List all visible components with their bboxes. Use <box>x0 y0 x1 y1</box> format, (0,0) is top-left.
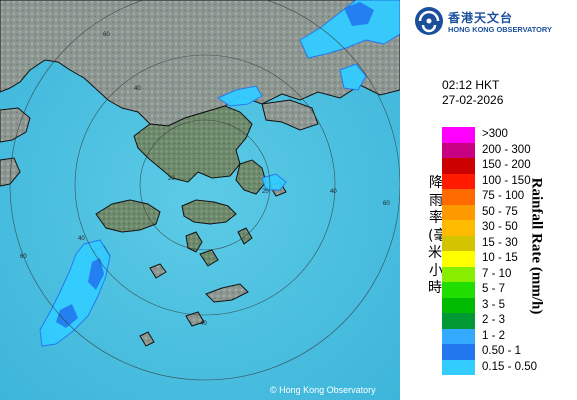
legend-label: 0.50 - 1 <box>482 345 521 357</box>
legend-label: 15 - 30 <box>482 236 518 249</box>
legend-swatch <box>442 297 475 313</box>
ring-label: 40 <box>330 189 337 195</box>
rain-echo-east <box>339 63 367 91</box>
ring-label: 60 <box>20 254 27 260</box>
legend-row: 15 - 30 <box>442 235 567 251</box>
legend-swatch <box>442 313 475 329</box>
legend-swatch <box>442 142 475 158</box>
legend-swatch <box>442 344 475 360</box>
legend-panel: 香港天文台 HONG KONG OBSERVATORY 02:12 HKT 27… <box>400 0 577 400</box>
range-ring-labels: 60 60 40 40 20 20 40 40 60 <box>20 32 390 327</box>
legend-row: 10 - 15 <box>442 251 567 267</box>
radar-map[interactable]: 60 60 40 40 20 20 40 40 60 <box>0 0 400 400</box>
legend-label: >300 <box>482 128 508 140</box>
ring-label: 40 <box>200 321 207 327</box>
legend-row: 150 - 200 <box>442 158 567 174</box>
legend-swatch <box>442 359 475 375</box>
legend-row: 2 - 3 <box>442 313 567 329</box>
legend-swatch <box>442 220 475 236</box>
lema-island <box>185 311 205 327</box>
legend-label: 150 - 200 <box>482 159 531 171</box>
legend-label: 100 - 150 <box>482 174 531 187</box>
copyright-text: © Hong Kong Observatory <box>270 385 376 395</box>
legend-row: >300 <box>442 127 567 143</box>
legend-swatch <box>442 251 475 267</box>
legend-label: 3 - 5 <box>482 298 506 311</box>
legend-swatch <box>442 189 475 205</box>
south-islet <box>139 331 155 347</box>
legend-row: 5 - 7 <box>442 282 567 298</box>
rain-echo-northeast-core <box>344 2 374 26</box>
legend-label: 200 - 300 <box>482 143 531 156</box>
ring-label: 20 <box>262 189 269 195</box>
legend-swatch <box>442 173 475 189</box>
sai-kung-landmass <box>235 159 267 195</box>
legend-label: 75 - 100 <box>482 190 525 202</box>
legend-swatch <box>442 204 475 220</box>
wanshan-island <box>205 283 249 303</box>
legend-row: 7 - 10 <box>442 266 567 282</box>
legend-row: 1 - 2 <box>442 328 567 344</box>
rain-echo-northeast <box>299 0 400 59</box>
dangan-island <box>149 263 167 279</box>
legend-label: 30 - 50 <box>482 221 518 233</box>
rain-echo-southwest-core-2 <box>56 304 78 328</box>
timestamp-date: 27-02-2026 <box>442 93 504 107</box>
logo-chinese-name: 香港天文台 <box>448 11 514 25</box>
ring-label: 40 <box>134 86 141 92</box>
ring-label: 60 <box>103 32 110 38</box>
hong-kong-island <box>181 199 237 225</box>
lamma-south-island <box>199 249 219 267</box>
legend-row: 100 - 150 <box>442 173 567 189</box>
ring-label: 20 <box>168 176 175 182</box>
legend-row: 30 - 50 <box>442 220 567 236</box>
rain-echo-southwest-core <box>88 258 104 290</box>
legend-label: 0.15 - 0.50 <box>482 360 537 373</box>
logo-english-name: HONG KONG OBSERVATORY <box>448 25 552 34</box>
legend-swatch <box>442 282 475 298</box>
legend-label: 7 - 10 <box>482 267 512 280</box>
legend-label: 2 - 3 <box>482 314 506 326</box>
copyright-notice: © Hong Kong Observatory <box>270 385 376 395</box>
legend-swatch <box>442 127 475 143</box>
lamma-island <box>185 231 203 253</box>
hko-emblem-icon <box>415 7 443 35</box>
rainfall-legend: >300 200 - 300 150 - 200 100 - 150 75 - 100 5… <box>442 127 567 375</box>
legend-label: 50 - 75 <box>482 205 518 218</box>
legend-label: 5 - 7 <box>482 283 506 295</box>
legend-swatch <box>442 158 475 174</box>
legend-row: 0.50 - 1 <box>442 344 567 360</box>
ring-label: 60 <box>383 201 390 207</box>
rain-echo-saikung <box>261 173 287 191</box>
rain-echo-north <box>216 85 263 107</box>
new-territories-landmass <box>133 105 253 183</box>
ring-label: 40 <box>78 236 85 242</box>
legend-swatch <box>442 328 475 344</box>
hko-logo[interactable]: 香港天文台 HONG KONG OBSERVATORY <box>414 6 574 38</box>
legend-row: 200 - 300 <box>442 142 567 158</box>
legend-row: 50 - 75 <box>442 204 567 220</box>
legend-swatch <box>442 235 475 251</box>
legend-row: 0.15 - 0.50 <box>442 359 567 375</box>
legend-label: 1 - 2 <box>482 329 506 342</box>
legend-swatch <box>442 266 475 282</box>
legend-row: 3 - 5 <box>442 297 567 313</box>
range-rings <box>9 0 400 381</box>
legend-row: 75 - 100 <box>442 189 567 205</box>
legend-label: 10 - 15 <box>482 252 518 264</box>
northeast-landmass <box>261 99 319 131</box>
timestamp-time: 02:12 HKT <box>442 78 500 92</box>
